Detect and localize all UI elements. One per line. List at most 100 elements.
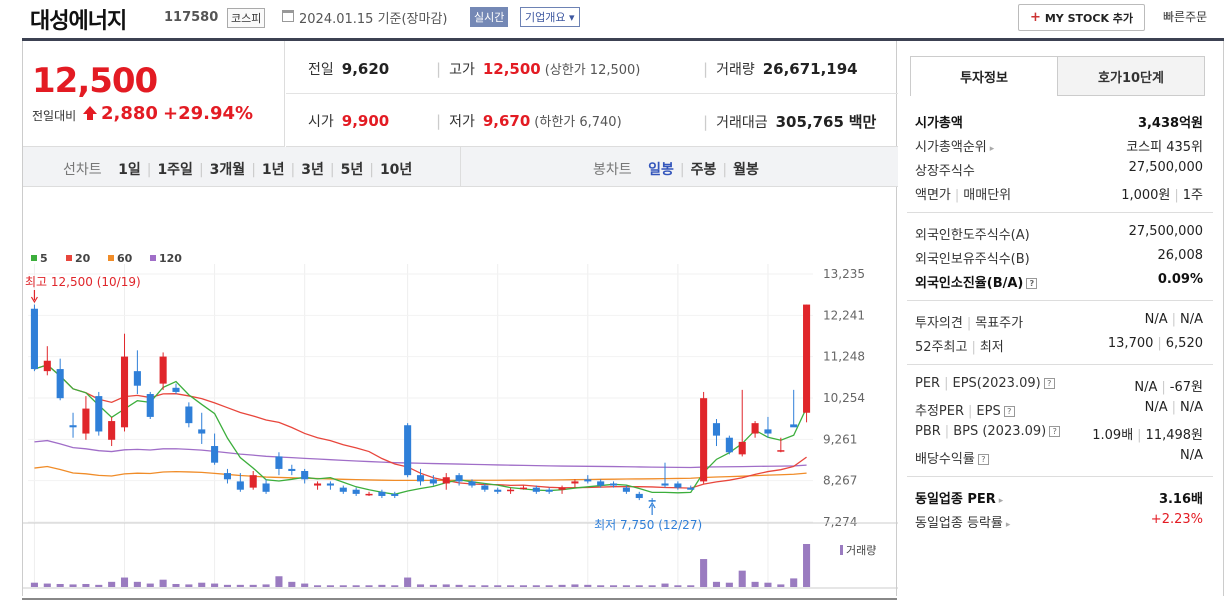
invest-value: 1.09배 | 11,498원 [1092,428,1203,443]
volume-bar [198,582,206,587]
candle-body [30,308,38,370]
high-label: 고가 [449,62,475,78]
invest-value: 27,500,000 [1128,224,1203,239]
section-divider [907,212,1213,213]
ma120-line [34,439,807,469]
period-item[interactable]: 일봉 [648,162,674,178]
section-divider [907,300,1213,301]
help-icon[interactable]: ? [1043,378,1055,389]
candle-chart-label: 봉차트 [593,162,632,178]
low-value: 9,670 [482,112,531,130]
help-icon[interactable]: ? [1026,278,1038,289]
volume-bar [751,581,759,587]
section-divider [907,364,1213,365]
candle-body [597,481,605,486]
help-icon[interactable]: ? [977,454,989,465]
invest-row: 52주최고 | 최저 13,700 | 6,520 [915,333,1205,357]
invest-key[interactable]: 시가총액순위 ▸ [915,140,995,155]
volume-bar [584,584,592,587]
volume-bar [43,583,51,587]
volume-bar [262,584,270,587]
candle-body [622,487,630,492]
item-separator: | [146,162,152,178]
quick-order-link[interactable]: 빠른주문 [1163,10,1208,24]
candle-body [507,489,515,492]
invest-row: PER | EPS(2023.09)? N/A | -67원 [915,373,1205,397]
invest-value: N/A | N/A [1144,312,1203,327]
open-price: 시가 9,900 [308,111,389,131]
candle-body [223,473,232,480]
candle-body [416,475,425,482]
volume-bar [442,584,450,587]
corp-info-button[interactable]: 기업개요 ▾ [520,7,580,27]
price-chart[interactable]: 13,235 12,241 11,248 10,254 9,261 8,267 7,274 5… [23,187,898,596]
candle-body [404,425,412,476]
volume-bar [185,584,193,587]
volume-bar [352,585,360,587]
volume-bar [249,584,257,587]
candle-body [378,491,386,496]
candle-body [288,468,296,471]
invest-value: N/A [1180,448,1203,463]
candle-body [648,500,656,502]
invest-value: 27,500,000 [1128,160,1203,175]
mystock-add-button[interactable]: + MY STOCK 추가 [1018,4,1145,31]
legend-swatch [150,255,156,261]
volume-bar [712,581,721,587]
realtime-badge[interactable]: 실시간 [470,7,509,27]
candle-body [43,360,51,372]
period-item[interactable]: 주봉 [690,162,717,178]
volume-bar [404,577,412,587]
period-item[interactable]: 월봉 [733,162,759,178]
candle-body [429,479,437,484]
current-price-box: 12,500 전일대비 2,880 +29.94% [23,41,285,147]
volume-bar [339,585,347,587]
candle-body [519,487,527,490]
volume-bar [236,584,244,587]
period-item[interactable]: 1주일 [157,162,193,178]
invest-value: N/A | -67원 [1134,380,1203,395]
invest-key[interactable]: 동일업종 등락률 ▸ [915,516,1011,531]
invest-row: 동일업종 등락률 ▸ +2.23% [915,509,1205,533]
candle-body [146,394,154,417]
period-item[interactable]: 5년 [340,162,364,178]
period-item[interactable]: 1년 [261,162,285,178]
tab-orderbook[interactable]: 호가10단계 [1057,56,1205,96]
invest-key: 투자의견 | 목표주가 [915,316,1024,331]
candle-body [391,493,399,496]
upper-limit: (상한가 12,500) [544,63,641,78]
candle-body [133,371,141,386]
candle-body [56,369,64,399]
high-price: | 고가 12,500 (상한가 12,500) [436,60,641,78]
volume-bar [519,585,527,587]
calendar-icon [282,10,294,22]
period-item[interactable]: 1일 [118,162,141,178]
tab-invest-info[interactable]: 투자정보 [910,56,1058,96]
period-item[interactable]: 3년 [301,162,324,178]
date-text: 2024.01.15 기준(장마감) [299,12,448,27]
change-value: 2,880 [101,103,158,124]
amount-label: 거래대금 [716,115,768,131]
candle-body [558,487,566,490]
volume-bar [378,584,386,587]
invest-key: 외국인소진율(B/A)? [915,272,1038,291]
volume-bar [738,570,746,587]
help-icon[interactable]: ? [1049,426,1061,437]
candle-body [198,429,206,434]
candle-body [262,483,270,492]
candle-body [674,483,682,488]
volume-bar [391,585,399,587]
invest-row: 동일업종 PER ▸ 3.16배 [915,485,1205,509]
amount-value: 305,765 [775,113,844,131]
candle-body [738,441,746,455]
help-icon[interactable]: ? [1003,406,1015,417]
period-item[interactable]: 3개월 [209,162,246,178]
legend-swatch [108,255,114,261]
period-item[interactable]: 10년 [379,162,413,178]
invest-key[interactable]: 동일업종 PER ▸ [915,492,1004,507]
invest-key: 배당수익률? [915,448,989,467]
volume-bar [661,583,669,587]
up-arrow-icon [83,106,97,120]
volume-bar [30,582,38,587]
change-label: 전일대비 [32,109,77,123]
